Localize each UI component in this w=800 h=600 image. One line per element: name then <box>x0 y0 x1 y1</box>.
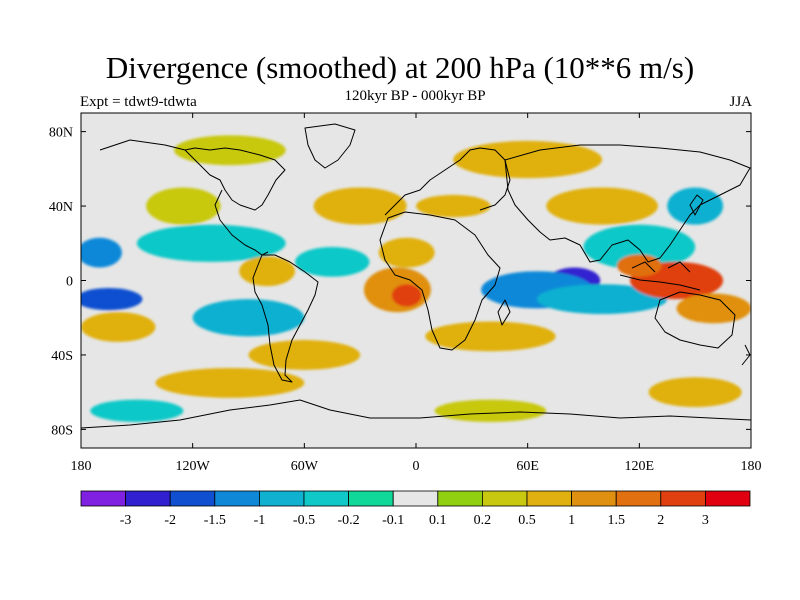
colorbar-swatch <box>660 490 706 507</box>
field-blob <box>155 367 305 398</box>
field-blob <box>648 377 742 408</box>
coastlines <box>81 123 751 429</box>
colorbar-swatch <box>705 490 751 507</box>
field-blob <box>146 187 221 225</box>
field-blob <box>453 140 603 179</box>
colorbar-label: -0.1 <box>382 513 404 528</box>
y-tick-label: 80N <box>49 126 73 141</box>
colorbar-label: 0.5 <box>518 513 536 528</box>
field-blob <box>676 293 751 324</box>
coast-greenland <box>304 123 356 169</box>
colorbar-label: -2 <box>164 513 176 528</box>
map-area: 80N 40N 0 40S 80S 180 120W 60W 0 60E 120E 180 <box>49 112 762 474</box>
field-blob <box>248 340 361 370</box>
colorbar-swatch <box>437 490 483 507</box>
colorbar-swatch <box>125 490 171 507</box>
field-blob <box>81 237 122 268</box>
x-tick-label: 180 <box>71 459 92 474</box>
colorbar-label: -0.2 <box>338 513 360 528</box>
field-blob <box>546 187 658 225</box>
experiment-label: Expt = tdwt9-tdwta <box>80 94 197 110</box>
x-tick-label: 0 <box>413 459 420 474</box>
field-blob <box>90 399 184 422</box>
colorbar-swatch <box>303 490 349 507</box>
colorbar-label: 1.5 <box>607 513 625 528</box>
colorbar-swatch <box>80 490 126 507</box>
x-tick-label: 60W <box>291 459 319 474</box>
coast-africa <box>379 211 501 351</box>
field-blob <box>583 224 696 270</box>
field-blob <box>136 224 286 262</box>
coast-north-america <box>99 139 286 211</box>
coast-japan <box>689 194 704 216</box>
colorbar-swatch <box>169 490 216 507</box>
season-label: JJA <box>729 94 752 110</box>
colorbar-swatch <box>481 490 528 507</box>
coast-europe <box>384 147 511 216</box>
colorbar-label: 0.2 <box>474 513 492 528</box>
colorbar-label: -3 <box>120 513 132 528</box>
x-tick-label: 180 <box>741 459 762 474</box>
colorbar-label: -1 <box>254 513 266 528</box>
coast-asia <box>504 144 751 263</box>
field-blob <box>295 247 370 277</box>
field-blob <box>391 284 422 307</box>
colorbar-swatch <box>571 490 617 507</box>
y-tick-label: 0 <box>66 275 73 290</box>
coast-south-america <box>252 254 319 383</box>
x-tick-label: 60E <box>516 459 539 474</box>
colorbar-swatch <box>615 490 662 507</box>
colorbar-label: 0.1 <box>429 513 447 528</box>
y-tick-label: 80S <box>51 423 73 438</box>
y-tick-label: 40S <box>51 349 73 364</box>
field-blob <box>434 399 547 422</box>
field-blob <box>378 237 435 268</box>
y-axis-labels: 80N 40N 0 40S 80S <box>49 126 73 439</box>
coast-antarctica <box>81 399 751 429</box>
colorbar-swatch <box>258 490 305 507</box>
colorbar-swatch <box>348 490 394 507</box>
colorbar-label: -1.5 <box>204 513 226 528</box>
field-blob <box>536 284 668 314</box>
y-tick-label: 40N <box>49 200 73 215</box>
field-blob <box>81 287 143 311</box>
field-blob <box>81 312 156 342</box>
chart-title: Divergence (smoothed) at 200 hPa (10**6 … <box>105 50 695 85</box>
axis-ticks <box>80 113 752 448</box>
field-blob <box>174 135 286 166</box>
colorbar-label: 3 <box>702 513 709 528</box>
field-blob <box>313 187 407 225</box>
coast-central-america <box>214 189 269 256</box>
chart-subtitle: 120kyr BP - 000kyr BP <box>344 88 486 104</box>
colorbar-swatch <box>392 490 439 507</box>
coast-indonesia <box>619 261 701 291</box>
colorbar-label: 1 <box>568 513 575 528</box>
colorbar-label: -0.5 <box>293 513 315 528</box>
field-blob <box>416 194 491 218</box>
colorbar-swatch <box>214 490 260 507</box>
field-blob <box>192 299 305 337</box>
field-blob <box>617 254 662 277</box>
coast-madagascar <box>497 299 511 326</box>
colorbar: -3 -2 -1.5 -1 -0.5 -0.2 -0.1 0.1 0.2 0.5 1 1.5 2 3 <box>80 490 751 528</box>
field-blob <box>425 321 556 352</box>
x-tick-label: 120W <box>176 459 211 474</box>
field-blob <box>667 187 724 225</box>
x-axis-labels: 180 120W 60W 0 60E 120E 180 <box>71 459 762 474</box>
colorbar-swatch <box>526 490 572 507</box>
coast-australia <box>654 291 736 349</box>
colorbar-label: 2 <box>657 513 664 528</box>
x-tick-label: 120E <box>625 459 655 474</box>
